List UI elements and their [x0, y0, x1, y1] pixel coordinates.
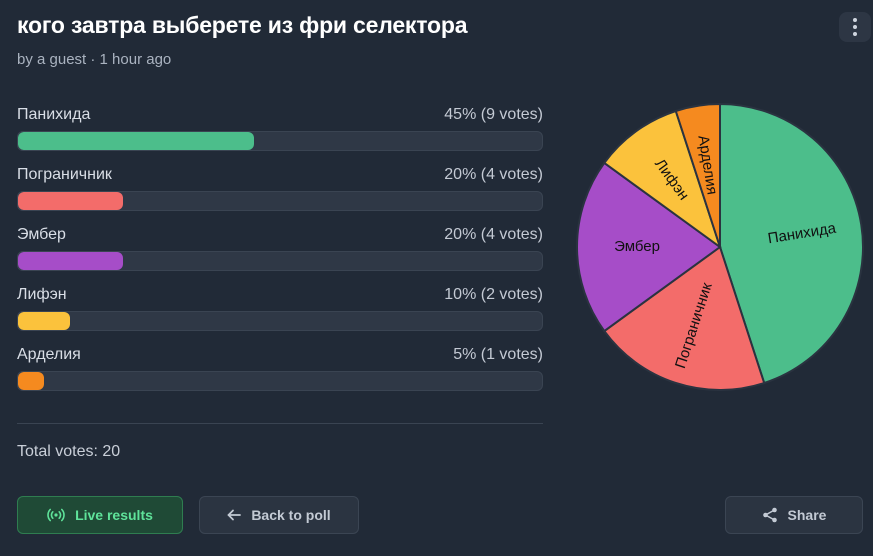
result-row-ember: Эмбер 20% (4 votes) [17, 224, 543, 284]
share-label: Share [787, 507, 827, 523]
pie-slice [602, 245, 766, 391]
option-label: Лифэн [17, 286, 67, 303]
progress-track [17, 311, 543, 331]
share-button[interactable]: Share [725, 496, 863, 534]
progress-fill [18, 132, 254, 150]
more-options-button[interactable] [839, 12, 871, 42]
option-result: 20% (4 votes) [444, 166, 543, 183]
pie-slice [674, 102, 721, 248]
pie-slice [719, 102, 864, 385]
broadcast-icon [47, 508, 65, 522]
progress-track [17, 371, 543, 391]
result-row-panikhida: Панихида 45% (9 votes) [17, 104, 543, 164]
option-label: Арделия [17, 346, 81, 363]
arrow-left-icon [227, 509, 242, 521]
progress-track [17, 251, 543, 271]
progress-fill [18, 252, 123, 270]
option-label: Эмбер [17, 226, 66, 243]
option-result: 20% (4 votes) [444, 226, 543, 243]
progress-fill [18, 192, 123, 210]
pie-slice-label: Эмбер [614, 238, 660, 255]
total-votes: Total votes: 20 [17, 443, 121, 460]
back-to-poll-label: Back to poll [251, 507, 331, 523]
option-label: Панихида [17, 106, 91, 123]
divider [17, 423, 543, 424]
live-results-label: Live results [75, 507, 153, 523]
results-list: Панихида 45% (9 votes) Пограничник 20% (… [17, 104, 543, 404]
progress-fill [18, 312, 71, 330]
option-result: 5% (1 votes) [453, 346, 543, 363]
progress-track [17, 131, 543, 151]
result-row-lifen: Лифэн 10% (2 votes) [17, 284, 543, 344]
progress-fill [18, 372, 45, 390]
share-icon [762, 507, 778, 523]
result-row-pogranichnik: Пограничник 20% (4 votes) [17, 164, 543, 224]
option-result: 45% (9 votes) [444, 106, 543, 123]
more-vertical-icon [853, 18, 857, 22]
pie-slice [602, 109, 722, 250]
live-results-button[interactable]: Live results [17, 496, 183, 534]
progress-track [17, 191, 543, 211]
back-to-poll-button[interactable]: Back to poll [199, 496, 359, 534]
poll-meta: by a guest · 1 hour ago [17, 51, 172, 68]
result-row-ardeliya: Арделия 5% (1 votes) [17, 344, 543, 404]
option-result: 10% (2 votes) [444, 286, 543, 303]
poll-title: кого завтра выберете из фри селектора [17, 12, 468, 38]
option-label: Пограничник [17, 166, 112, 183]
pie-slice [576, 161, 722, 333]
